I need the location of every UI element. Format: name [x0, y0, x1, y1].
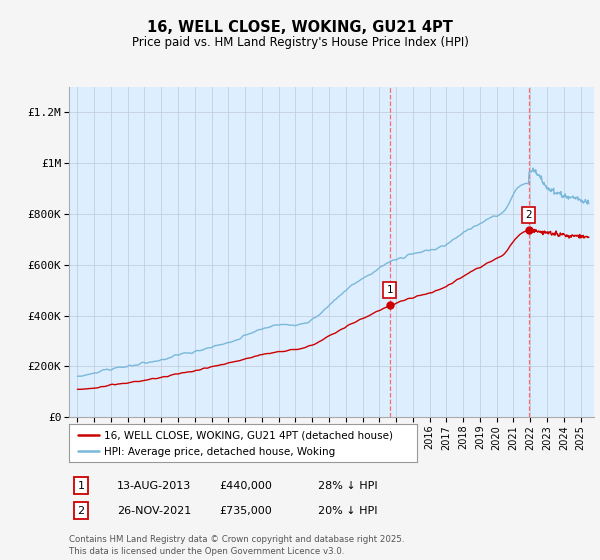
Text: 26-NOV-2021: 26-NOV-2021 [117, 506, 191, 516]
Text: 13-AUG-2013: 13-AUG-2013 [117, 480, 191, 491]
Text: 28% ↓ HPI: 28% ↓ HPI [318, 480, 377, 491]
Text: £440,000: £440,000 [219, 480, 272, 491]
Text: 2: 2 [77, 506, 85, 516]
Text: 1: 1 [386, 285, 393, 295]
Text: 16, WELL CLOSE, WOKING, GU21 4PT (detached house): 16, WELL CLOSE, WOKING, GU21 4PT (detach… [104, 430, 393, 440]
Text: 1: 1 [77, 480, 85, 491]
Text: 20% ↓ HPI: 20% ↓ HPI [318, 506, 377, 516]
Text: HPI: Average price, detached house, Woking: HPI: Average price, detached house, Woki… [104, 447, 335, 457]
Text: 16, WELL CLOSE, WOKING, GU21 4PT: 16, WELL CLOSE, WOKING, GU21 4PT [147, 20, 453, 35]
Text: Contains HM Land Registry data © Crown copyright and database right 2025.
This d: Contains HM Land Registry data © Crown c… [69, 535, 404, 556]
Text: 2: 2 [525, 210, 532, 220]
Text: Price paid vs. HM Land Registry's House Price Index (HPI): Price paid vs. HM Land Registry's House … [131, 36, 469, 49]
Text: £735,000: £735,000 [219, 506, 272, 516]
